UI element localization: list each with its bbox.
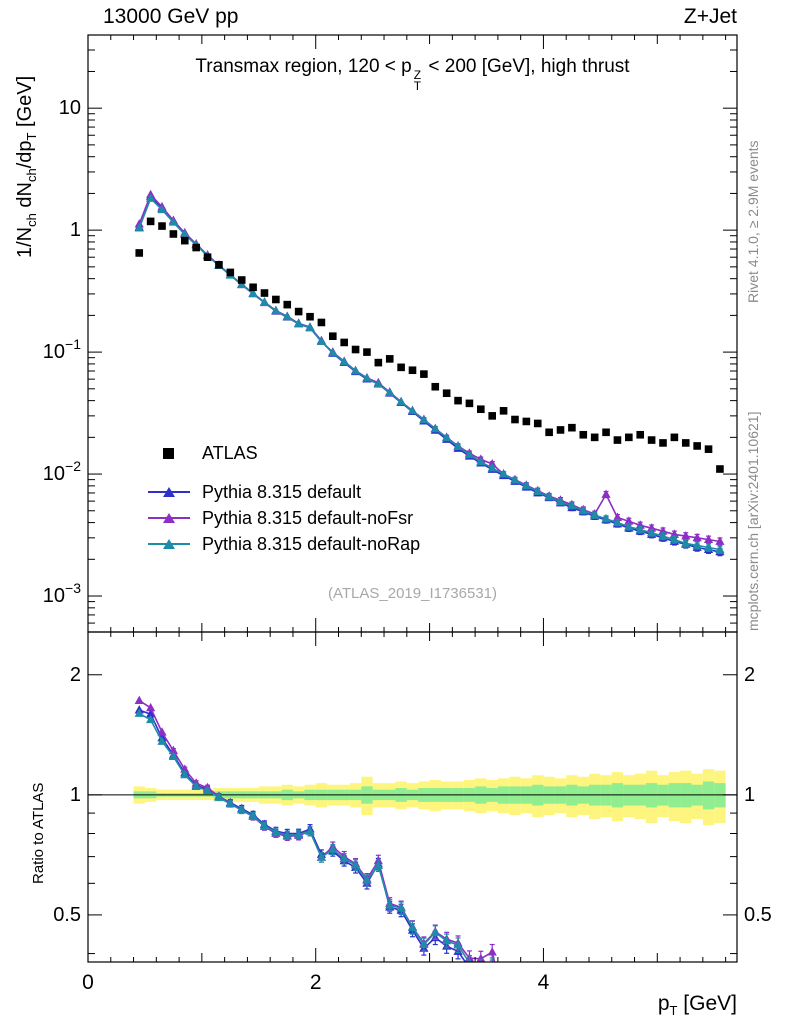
y-label-sub: ch bbox=[24, 213, 39, 227]
svg-text:2: 2 bbox=[744, 664, 755, 686]
x-label-unit: [GeV] bbox=[677, 992, 737, 1015]
svg-text:2: 2 bbox=[70, 664, 81, 686]
y-label-sub: T bbox=[24, 132, 39, 141]
process-label: Z+Jet bbox=[683, 5, 737, 28]
svg-text:10−3: 10−3 bbox=[43, 580, 81, 607]
svg-text:10−2: 10−2 bbox=[43, 458, 81, 485]
svg-text:2: 2 bbox=[310, 971, 322, 994]
panel-title-sub: T bbox=[413, 79, 422, 93]
svg-text:0.5: 0.5 bbox=[744, 904, 772, 926]
y-label-sub: ch bbox=[24, 168, 39, 183]
legend-marker-box bbox=[148, 508, 190, 528]
y-label-seg: [GeV] bbox=[14, 75, 36, 133]
legend-item-atlas: ATLAS bbox=[148, 440, 420, 466]
triangle-marker-icon bbox=[163, 487, 175, 497]
legend-label-pythia-nofsr: Pythia 8.315 default-noFsr bbox=[202, 507, 414, 528]
panel-title-suffix: < 200 [GeV], high thrust bbox=[423, 56, 630, 77]
ratio-axis-label: Ratio to ATLAS bbox=[30, 782, 47, 884]
svg-text:1: 1 bbox=[744, 784, 755, 806]
legend-item-pythia-nofsr: Pythia 8.315 default-noFsr bbox=[148, 505, 420, 531]
y-axis-label: 1/Nch dNch/dpT [GeV] bbox=[14, 76, 39, 258]
svg-text:0: 0 bbox=[82, 971, 94, 994]
legend-marker-box bbox=[148, 443, 190, 463]
square-marker-icon bbox=[163, 447, 174, 459]
panel-title-sup: Z bbox=[413, 68, 422, 82]
legend-label-atlas: ATLAS bbox=[202, 442, 258, 463]
legend-label-pythia-norap: Pythia 8.315 default-noRap bbox=[202, 533, 421, 554]
legend-marker-box bbox=[148, 534, 190, 554]
x-axis-label: pT [GeV] bbox=[658, 992, 737, 1018]
x-label-base: p bbox=[657, 992, 670, 1015]
svg-text:1: 1 bbox=[70, 219, 81, 241]
legend-label-pythia-default: Pythia 8.315 default bbox=[202, 481, 362, 502]
svg-text:1: 1 bbox=[70, 784, 81, 806]
panel-title-prefix: Transmax region, 120 < p bbox=[195, 56, 412, 77]
x-label-sub: T bbox=[669, 1003, 678, 1018]
y-label-seg: dN bbox=[14, 182, 36, 214]
svg-text:0.5: 0.5 bbox=[53, 904, 81, 926]
svg-text:4: 4 bbox=[538, 971, 550, 994]
triangle-marker-icon bbox=[163, 539, 175, 549]
svg-text:10−1: 10−1 bbox=[43, 336, 81, 363]
legend: ATLAS Pythia 8.315 default Pythia 8.315 … bbox=[148, 440, 420, 557]
svg-text:10: 10 bbox=[59, 97, 81, 119]
analysis-id-watermark: (ATLAS_2019_I1736531) bbox=[327, 585, 497, 602]
legend-item-pythia-norap: Pythia 8.315 default-noRap bbox=[148, 531, 420, 557]
beam-energy-label: 13000 GeV pp bbox=[103, 5, 239, 28]
rivet-version-note: Rivet 4.1.0, ≥ 2.9M events bbox=[745, 140, 761, 303]
y-label-seg: /dp bbox=[14, 140, 36, 169]
legend-item-pythia-default: Pythia 8.315 default bbox=[148, 479, 420, 505]
mcplots-arxiv-note: mcplots.cern.ch [arXiv:2401.10621] bbox=[745, 411, 761, 631]
y-label-seg: 1/N bbox=[14, 226, 36, 258]
legend-marker-box bbox=[148, 482, 190, 502]
triangle-marker-icon bbox=[163, 513, 175, 523]
